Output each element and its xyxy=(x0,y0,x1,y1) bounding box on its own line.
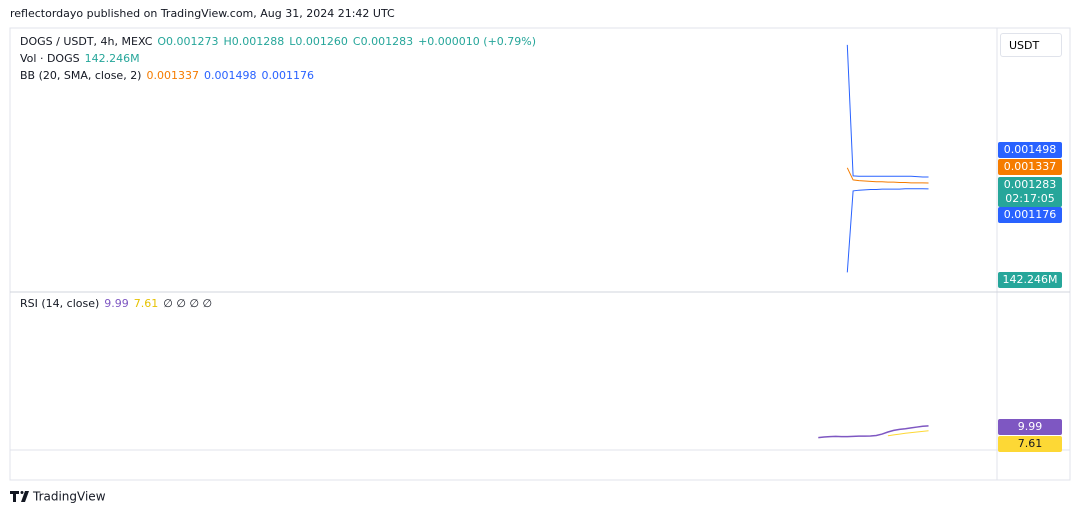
volume-legend: Vol · DOGS 142.246M xyxy=(20,52,140,65)
high: H0.001288 xyxy=(223,35,285,48)
rsi-name: RSI (14, close) xyxy=(20,297,100,310)
volume-badge: 142.246M xyxy=(998,272,1062,288)
bb-name: BB (20, SMA, close, 2) xyxy=(20,69,142,82)
brand-logo xyxy=(10,491,29,502)
open: O0.001273 xyxy=(157,35,219,48)
rsi-ma-value: 7.61 xyxy=(133,297,159,310)
rsi-value: 9.99 xyxy=(104,297,129,310)
volume-value: 142.246M xyxy=(84,52,140,65)
symbol: DOGS / USDT, 4h, MEXC xyxy=(20,35,153,48)
bb-upper: 0.001498 xyxy=(203,69,257,82)
brand: TradingView xyxy=(32,490,106,504)
rsi-ma-line xyxy=(887,430,929,437)
bb-upper xyxy=(846,44,929,178)
bb-legend: BB (20, SMA, close, 2) 0.001337 0.001498… xyxy=(20,69,314,82)
volume-name: Vol · DOGS xyxy=(20,52,80,65)
rsi-legend: RSI (14, close) 9.99 7.61 ∅ ∅ ∅ ∅ xyxy=(20,297,212,310)
bb-basis-badge: 0.001337 xyxy=(998,159,1062,175)
frame xyxy=(9,27,1071,481)
bb-lower: 0.001176 xyxy=(261,69,314,82)
countdown: 02:17:05 xyxy=(1005,192,1055,205)
rsi-badge: 9.99 xyxy=(998,419,1062,435)
close: C0.001283 xyxy=(352,35,414,48)
bb-basis xyxy=(846,167,929,184)
rsi-line xyxy=(818,425,929,439)
price-badge: 0.001283 02:17:05 xyxy=(998,177,1062,207)
last-price: 0.001283 xyxy=(1003,178,1057,191)
symbol-legend: DOGS / USDT, 4h, MEXC O0.001273 H0.00128… xyxy=(20,35,536,48)
bb-lower xyxy=(846,188,929,273)
rsi-extra: ∅ ∅ ∅ ∅ xyxy=(163,297,213,310)
publish-info: reflectordayo published on TradingView.c… xyxy=(10,7,395,20)
currency-button[interactable]: USDT xyxy=(1000,33,1062,57)
change: +0.000010 (+0.79%) xyxy=(418,35,537,48)
bb-basis: 0.001337 xyxy=(146,69,199,82)
rsi-ma-badge: 7.61 xyxy=(998,436,1062,452)
bb-lower-badge: 0.001176 xyxy=(998,207,1062,223)
low: L0.001260 xyxy=(289,35,348,48)
bb-upper-badge: 0.001498 xyxy=(998,142,1062,158)
